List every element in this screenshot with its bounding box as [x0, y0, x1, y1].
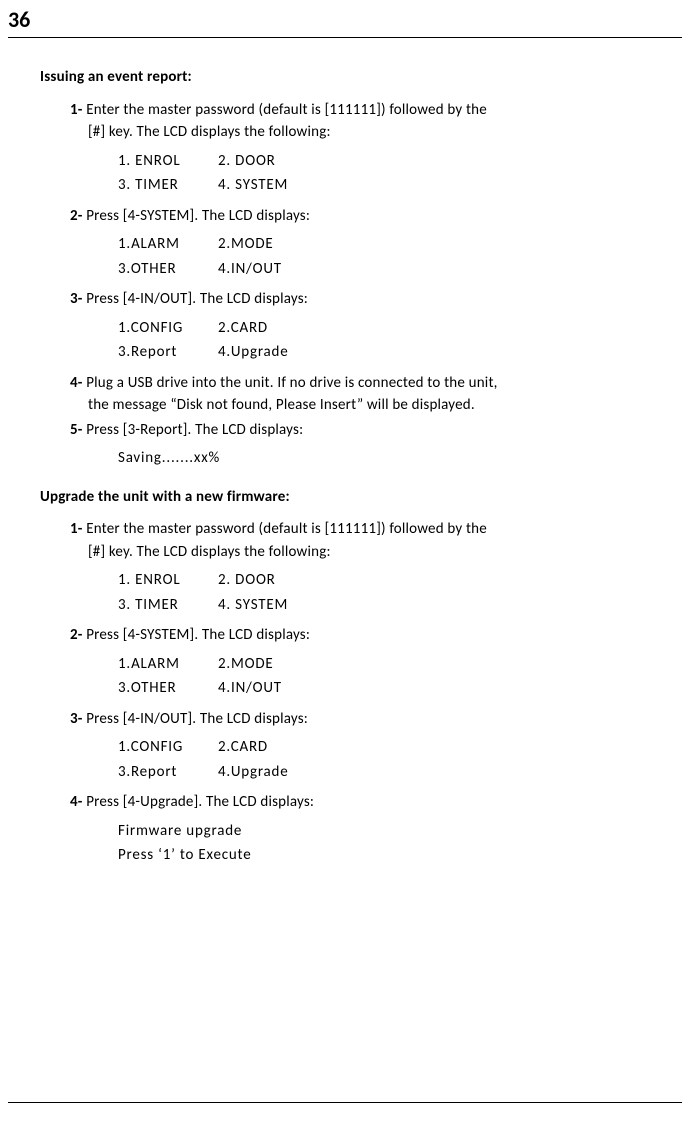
lcd-cell: 2.MODE	[218, 653, 650, 676]
step-text: Press [4-IN/OUT]. The LCD displays:	[86, 710, 308, 728]
section-heading-upgrade: Upgrade the unit with a new firmware:	[40, 486, 650, 509]
lcd-cell: 2. DOOR	[218, 150, 650, 173]
lcd-line: Saving.......xx%	[118, 447, 650, 470]
step-text: Press [4-Upgrade]. The LCD displays:	[86, 793, 314, 811]
step-text: Press [3-Report]. The LCD displays:	[86, 421, 303, 439]
step-num: 2-	[70, 626, 83, 644]
step-num: 3-	[70, 290, 83, 308]
lcd-line: Firmware upgrade	[118, 820, 650, 843]
lcd-cell: 4.IN/OUT	[218, 677, 650, 700]
step-text: Enter the master password (default is [1…	[86, 101, 487, 119]
step-num: 3-	[70, 710, 83, 728]
step-1: 1- Enter the master password (default is…	[70, 99, 650, 144]
lcd-cell: 2. DOOR	[218, 569, 650, 592]
step-text: Press [4-SYSTEM]. The LCD displays:	[86, 207, 310, 225]
step-4: 4- Press [4-Upgrade]. The LCD displays:	[70, 791, 650, 814]
lcd-display: 1.CONFIG 2.CARD 3.Report 4.Upgrade	[70, 317, 650, 364]
lcd-cell: 1. ENROL	[118, 150, 218, 173]
lcd-display: 1. ENROL 2. DOOR 3. TIMER 4. SYSTEM	[70, 150, 650, 197]
step-cont: the message “Disk not found, Please Inse…	[70, 394, 650, 417]
step-num: 1-	[70, 101, 83, 119]
lcd-display: 1.ALARM 2.MODE 3.OTHER 4.IN/OUT	[70, 233, 650, 280]
page-number: 36	[0, 0, 690, 37]
step-4: 4- Plug a USB drive into the unit. If no…	[70, 372, 650, 417]
lcd-cell: 3.OTHER	[118, 677, 218, 700]
step-cont: [#] key. The LCD displays the following:	[70, 541, 650, 564]
step-num: 2-	[70, 207, 83, 225]
lcd-cell: 3. TIMER	[118, 594, 218, 617]
step-2: 2- Press [4-SYSTEM]. The LCD displays:	[70, 205, 650, 228]
lcd-cell: 3.OTHER	[118, 258, 218, 281]
lcd-display: 1.CONFIG 2.CARD 3.Report 4.Upgrade	[70, 736, 650, 783]
lcd-cell: 2.MODE	[218, 233, 650, 256]
lcd-cell: 4. SYSTEM	[218, 174, 650, 197]
lcd-cell: 2.CARD	[218, 736, 650, 759]
step-cont: [#] key. The LCD displays the following:	[70, 121, 650, 144]
lcd-line: Press ‘1’ to Execute	[118, 844, 650, 867]
lcd-cell: 1. ENROL	[118, 569, 218, 592]
lcd-cell: 2.CARD	[218, 317, 650, 340]
step-5: 5- Press [3-Report]. The LCD displays:	[70, 419, 650, 442]
step-list-upgrade: 1- Enter the master password (default is…	[40, 518, 650, 867]
step-text: Press [4-IN/OUT]. The LCD displays:	[86, 290, 308, 308]
step-text: Press [4-SYSTEM]. The LCD displays:	[86, 626, 310, 644]
lcd-display: 1.ALARM 2.MODE 3.OTHER 4.IN/OUT	[70, 653, 650, 700]
lcd-cell: 1.CONFIG	[118, 317, 218, 340]
lcd-cell: 1.CONFIG	[118, 736, 218, 759]
step-list-report: 1- Enter the master password (default is…	[40, 99, 650, 470]
lcd-display: Firmware upgrade Press ‘1’ to Execute	[70, 820, 650, 867]
lcd-display: 1. ENROL 2. DOOR 3. TIMER 4. SYSTEM	[70, 569, 650, 616]
lcd-display: Saving.......xx%	[70, 447, 650, 470]
lcd-cell: 4.Upgrade	[218, 761, 650, 784]
step-3: 3- Press [4-IN/OUT]. The LCD displays:	[70, 708, 650, 731]
lcd-cell: 3.Report	[118, 341, 218, 364]
lcd-cell: 4.Upgrade	[218, 341, 650, 364]
section-heading-report: Issuing an event report:	[40, 66, 650, 89]
step-num: 1-	[70, 520, 83, 538]
lcd-cell: 1.ALARM	[118, 233, 218, 256]
bottom-rule	[8, 1102, 682, 1103]
lcd-cell: 3.Report	[118, 761, 218, 784]
step-1: 1- Enter the master password (default is…	[70, 518, 650, 563]
lcd-cell: 4. SYSTEM	[218, 594, 650, 617]
lcd-cell: 3. TIMER	[118, 174, 218, 197]
page-content: Issuing an event report: 1- Enter the ma…	[0, 38, 690, 867]
step-3: 3- Press [4-IN/OUT]. The LCD displays:	[70, 288, 650, 311]
step-num: 5-	[70, 421, 83, 439]
lcd-cell: 4.IN/OUT	[218, 258, 650, 281]
step-num: 4-	[70, 374, 83, 392]
step-num: 4-	[70, 793, 83, 811]
step-text: Plug a USB drive into the unit. If no dr…	[86, 374, 497, 392]
step-text: Enter the master password (default is [1…	[86, 520, 487, 538]
step-2: 2- Press [4-SYSTEM]. The LCD displays:	[70, 624, 650, 647]
lcd-cell: 1.ALARM	[118, 653, 218, 676]
